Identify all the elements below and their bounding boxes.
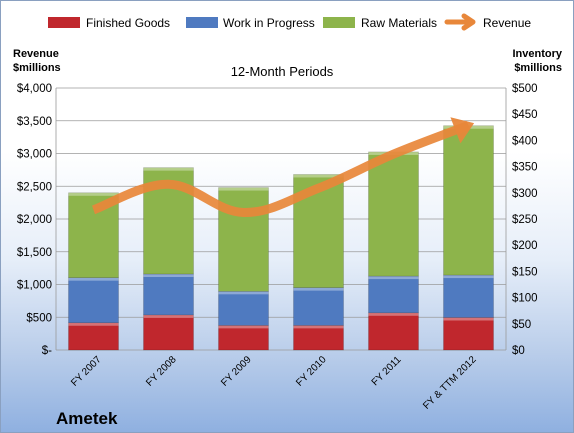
right-tick-label: $250 bbox=[512, 214, 538, 226]
category-label: FY & TTM 2012 bbox=[421, 354, 479, 412]
left-tick-label: $1,500 bbox=[17, 247, 52, 259]
bar-raw-materials-fy-ttm-2012 bbox=[443, 125, 494, 276]
bar-work-in-progress-fy-2007 bbox=[68, 277, 119, 324]
bar-raw-materials-fy-2009 bbox=[218, 187, 269, 292]
category-label: FY 2007 bbox=[69, 354, 104, 389]
bar-highlight bbox=[143, 167, 194, 171]
right-tick-label: $350 bbox=[512, 162, 538, 174]
bar-finished-goods-fy-2008 bbox=[143, 314, 194, 351]
left-tick-label: $1,000 bbox=[17, 280, 52, 292]
bar-work-in-progress-fy-2010 bbox=[293, 287, 344, 326]
right-tick-label: $500 bbox=[512, 83, 538, 95]
legend: Finished Goods Work in Progress Raw Mate… bbox=[48, 13, 531, 31]
bar-work-in-progress-fy-ttm-2012 bbox=[443, 274, 494, 318]
left-axis-title-line1: Revenue bbox=[13, 48, 59, 60]
category-labels: FY 2007 FY 2008 FY 2009 FY 2010 FY 2011 FY & … bbox=[69, 354, 479, 412]
revenue-line-layer bbox=[91, 117, 475, 217]
right-tick-label: $200 bbox=[512, 240, 538, 252]
bar-finished-goods-fy-2011 bbox=[368, 312, 419, 351]
revenue-line bbox=[91, 121, 471, 217]
left-tick-label: $2,000 bbox=[17, 214, 52, 226]
legend-swatch-work-in-progress bbox=[186, 17, 218, 28]
gridlines bbox=[55, 87, 507, 351]
legend-label-finished-goods: Finished Goods bbox=[86, 16, 170, 30]
category-label: FY 2010 bbox=[294, 354, 329, 389]
right-tick-label: $100 bbox=[512, 293, 538, 305]
bar-highlight bbox=[218, 325, 269, 329]
bar-highlight bbox=[293, 174, 344, 178]
right-axis-ticks: $0 $50 $100 $150 $200 $250 $300 $350 $400 $450 $50… bbox=[512, 83, 538, 357]
left-tick-label: $4,000 bbox=[17, 83, 52, 95]
legend-label-raw-materials: Raw Materials bbox=[361, 16, 437, 30]
bar-highlight bbox=[68, 322, 119, 326]
bar-highlight bbox=[218, 187, 269, 191]
bar-finished-goods-fy-2010 bbox=[293, 325, 344, 351]
right-tick-label: $300 bbox=[512, 188, 538, 200]
bar-highlight bbox=[68, 277, 119, 281]
company-name: Ametek bbox=[56, 409, 118, 428]
left-tick-label: $500 bbox=[26, 312, 52, 324]
right-axis-title-line1: Inventory bbox=[512, 48, 562, 60]
legend-label-revenue: Revenue bbox=[483, 16, 531, 30]
left-tick-label: $- bbox=[42, 345, 52, 357]
bar-highlight bbox=[293, 325, 344, 329]
bar-finished-goods-fy-2007 bbox=[68, 322, 119, 351]
left-tick-label: $2,500 bbox=[17, 181, 52, 193]
left-tick-label: $3,500 bbox=[17, 116, 52, 128]
bar-highlight bbox=[293, 287, 344, 291]
right-tick-label: $400 bbox=[512, 135, 538, 147]
chart-subtitle: 12-Month Periods bbox=[231, 64, 334, 79]
left-tick-label: $3,000 bbox=[17, 149, 52, 161]
bar-finished-goods-fy-2009 bbox=[218, 325, 269, 351]
bars bbox=[68, 125, 494, 351]
bar-highlight bbox=[443, 275, 494, 279]
right-tick-label: $450 bbox=[512, 109, 538, 121]
legend-swatch-finished-goods bbox=[48, 17, 80, 28]
category-label: FY 2009 bbox=[219, 354, 254, 389]
right-tick-label: $0 bbox=[512, 345, 525, 357]
right-axis-title-line2: $millions bbox=[514, 62, 562, 74]
category-label: FY 2008 bbox=[144, 354, 179, 389]
right-tick-label: $50 bbox=[512, 319, 531, 331]
left-axis-title-line2: $millions bbox=[13, 62, 61, 74]
bar-work-in-progress-fy-2009 bbox=[218, 291, 269, 326]
revenue-arrowhead bbox=[450, 117, 475, 144]
bar-work-in-progress-fy-2011 bbox=[368, 275, 419, 314]
bar-highlight bbox=[143, 274, 194, 278]
legend-swatch-raw-materials bbox=[323, 17, 355, 28]
bar-highlight bbox=[143, 314, 194, 318]
category-label: FY 2011 bbox=[370, 354, 404, 388]
legend-swatch-revenue bbox=[444, 13, 476, 31]
bar-highlight bbox=[368, 312, 419, 316]
bar-highlight bbox=[68, 192, 119, 196]
legend-label-work-in-progress: Work in Progress bbox=[223, 16, 315, 30]
right-tick-label: $150 bbox=[512, 266, 538, 278]
bar-highlight bbox=[368, 276, 419, 280]
bar-finished-goods-fy-ttm-2012 bbox=[443, 317, 494, 351]
bar-raw-materials-fy-2011 bbox=[368, 151, 419, 277]
left-axis-ticks: $- $500 $1,000 $1,500 $2,000 $2,500 $3,000 $3,5… bbox=[17, 83, 52, 357]
bar-highlight bbox=[443, 317, 494, 321]
bar-work-in-progress-fy-2008 bbox=[143, 273, 194, 316]
bar-highlight bbox=[218, 291, 269, 295]
